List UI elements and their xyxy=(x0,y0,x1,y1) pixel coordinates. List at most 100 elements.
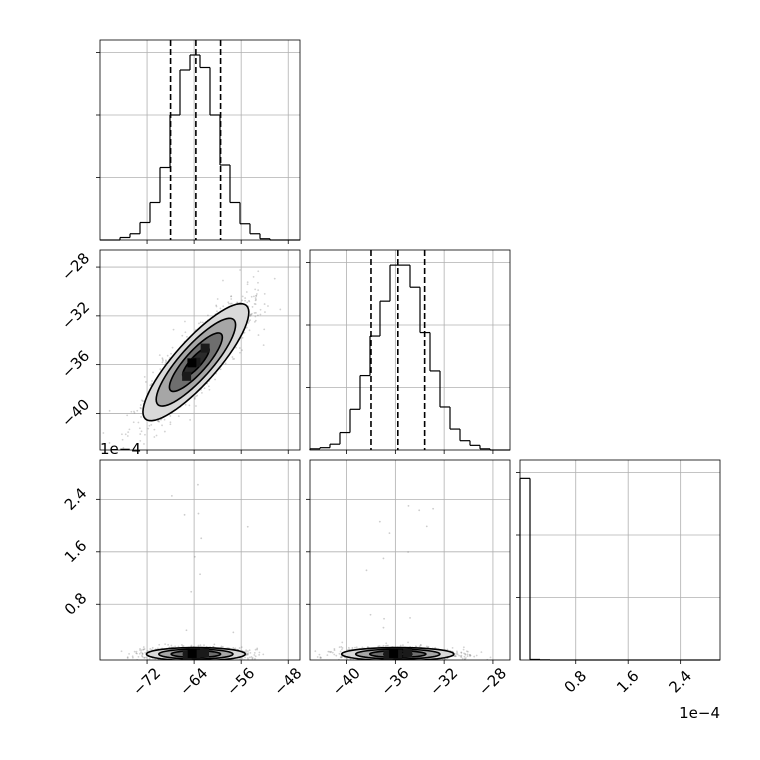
sample-point xyxy=(214,661,216,663)
sample-point xyxy=(405,661,407,663)
density-core-bin xyxy=(187,648,197,658)
sample-point xyxy=(232,646,235,649)
sample-point xyxy=(378,645,381,647)
sample-point xyxy=(157,420,160,423)
sample-point xyxy=(161,357,164,360)
sample-point xyxy=(193,555,196,558)
sample-point xyxy=(379,645,382,648)
contour-line xyxy=(168,332,224,393)
sample-point xyxy=(142,648,145,651)
sample-point xyxy=(418,509,421,512)
sample-point xyxy=(132,421,135,424)
sample-point xyxy=(145,656,147,659)
sample-point xyxy=(155,434,158,437)
sample-point xyxy=(404,661,406,663)
sample-point xyxy=(480,651,483,654)
sample-point xyxy=(143,443,145,445)
sample-point xyxy=(194,395,197,398)
sample-point xyxy=(198,322,200,325)
sample-point xyxy=(234,660,236,662)
sample-point xyxy=(222,279,224,282)
sample-point xyxy=(246,654,248,656)
sample-point xyxy=(149,384,152,387)
sample-point xyxy=(241,657,244,660)
sample-point xyxy=(446,648,449,651)
y-tick-label: −40 xyxy=(58,396,93,431)
joint-content xyxy=(314,504,492,665)
sample-point xyxy=(141,400,144,402)
sample-point xyxy=(139,404,142,406)
sample-point xyxy=(205,662,207,664)
sample-point xyxy=(262,653,265,656)
y-tick-label: 1.6 xyxy=(61,537,91,567)
x-tick-label: −28 xyxy=(475,664,510,699)
sample-point xyxy=(418,645,421,648)
sample-point xyxy=(158,420,160,423)
sample-point xyxy=(141,653,144,656)
sample-point xyxy=(341,648,343,651)
sample-point xyxy=(259,308,262,311)
sample-point xyxy=(230,302,233,305)
sample-point xyxy=(133,410,135,413)
sample-point xyxy=(385,644,388,647)
sample-point xyxy=(248,649,251,652)
sample-point xyxy=(377,645,379,648)
y-tick-label: −32 xyxy=(58,298,93,333)
sample-point xyxy=(127,431,130,434)
sample-point xyxy=(144,651,147,654)
sample-point xyxy=(171,346,174,349)
sample-point xyxy=(146,650,149,652)
sample-point xyxy=(179,662,181,664)
sample-point xyxy=(185,629,188,632)
sample-point xyxy=(432,507,435,510)
sample-point xyxy=(396,661,398,663)
sample-point xyxy=(140,430,143,433)
sample-point xyxy=(254,315,257,318)
sample-point xyxy=(126,435,129,437)
sample-point xyxy=(150,382,153,385)
sample-point xyxy=(355,661,357,663)
sample-point xyxy=(386,660,388,662)
sample-point xyxy=(382,644,385,647)
sample-point xyxy=(170,644,173,647)
sample-point xyxy=(205,661,207,663)
density-core-bin xyxy=(200,343,210,353)
sample-point xyxy=(390,661,392,663)
density-core-bin xyxy=(187,358,197,368)
sample-point xyxy=(184,661,186,663)
sample-point xyxy=(139,649,142,652)
sample-point xyxy=(254,657,256,660)
density-core-bin xyxy=(383,650,393,660)
sample-point xyxy=(245,650,247,653)
sample-point xyxy=(233,357,236,360)
sample-point xyxy=(161,361,164,364)
sample-point xyxy=(419,644,422,647)
sample-point xyxy=(141,652,144,655)
sample-point xyxy=(326,654,329,657)
marginal-histogram-0 xyxy=(96,39,301,244)
sample-point xyxy=(238,347,241,349)
sample-point xyxy=(190,644,193,647)
sample-point xyxy=(184,403,187,406)
sample-point xyxy=(469,663,471,665)
sample-point xyxy=(214,378,216,381)
sample-point xyxy=(253,651,256,654)
sample-point xyxy=(139,439,142,442)
sample-point xyxy=(319,657,322,659)
sample-point xyxy=(340,656,343,658)
sample-point xyxy=(279,308,282,311)
sample-point xyxy=(222,305,225,308)
marginal-1-frame xyxy=(309,249,511,451)
sample-point xyxy=(263,292,266,295)
marginal-histogram-1 xyxy=(306,249,511,454)
sample-point xyxy=(140,649,143,652)
sample-point xyxy=(208,661,210,663)
sample-point xyxy=(230,298,233,300)
sample-point xyxy=(143,375,146,378)
sample-point xyxy=(469,654,472,657)
sample-point xyxy=(248,300,251,303)
sample-point xyxy=(193,398,196,400)
sample-point xyxy=(219,368,222,371)
sample-point xyxy=(456,650,458,653)
